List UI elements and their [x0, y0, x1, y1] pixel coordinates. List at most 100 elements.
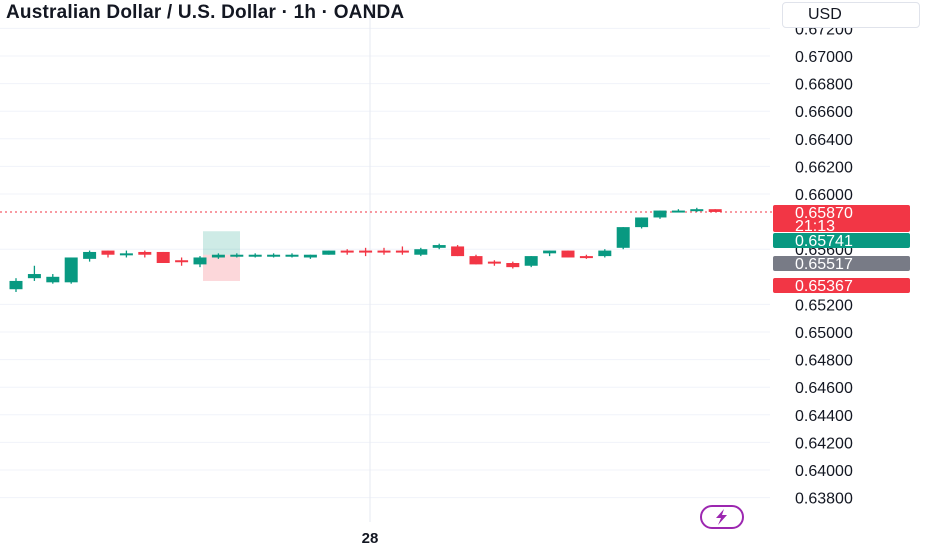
- candle: [285, 253, 299, 258]
- candle-body: [322, 250, 336, 255]
- candle-body: [27, 274, 41, 279]
- price-tick-label: 0.67000: [795, 49, 853, 66]
- price-label-countdown: 21:13: [795, 218, 835, 235]
- candle-body: [303, 254, 317, 258]
- candle-body: [138, 251, 152, 255]
- lightning-icon[interactable]: [699, 504, 745, 530]
- price-tick-label: 0.66000: [795, 187, 853, 204]
- chart-title: Australian Dollar / U.S. Dollar · 1h · O…: [6, 2, 405, 23]
- candle-body: [561, 250, 575, 258]
- candle: [64, 257, 78, 284]
- candle: [616, 227, 630, 250]
- candle: [230, 253, 244, 258]
- candle-body: [543, 250, 557, 254]
- candle-body: [359, 250, 373, 253]
- candle-body: [64, 257, 78, 283]
- candle: [175, 257, 189, 266]
- grid-lines: [0, 0, 770, 522]
- price-axis-background: [773, 0, 932, 550]
- candle: [635, 217, 649, 229]
- candle: [156, 251, 170, 263]
- candle: [653, 210, 667, 219]
- candle-body: [653, 210, 667, 218]
- candle: [414, 247, 428, 257]
- price-label-box: [773, 256, 910, 271]
- candle-body: [671, 210, 685, 213]
- candle-body: [193, 257, 207, 265]
- price-tick-label: 0.63800: [795, 491, 853, 508]
- candle-body: [616, 227, 630, 248]
- candle: [303, 254, 317, 259]
- candle-body: [156, 251, 170, 263]
- price-tick-label: 0.66200: [795, 159, 853, 176]
- price-label: 0.65517: [773, 256, 910, 273]
- candle-body: [487, 261, 501, 264]
- candle-body: [598, 250, 612, 257]
- position-loss-zone: [203, 254, 240, 281]
- candle: [469, 254, 483, 265]
- candle: [83, 250, 97, 262]
- price-label: 0.65741: [773, 233, 910, 250]
- candle-body: [9, 280, 23, 290]
- candle: [359, 247, 373, 257]
- candle-body: [708, 209, 722, 212]
- price-label-value: 0.65870: [795, 205, 853, 222]
- candle-body: [432, 245, 446, 248]
- candle: [27, 265, 41, 281]
- candle-body: [230, 254, 244, 257]
- candle: [671, 209, 685, 213]
- long-position-tool: [203, 231, 240, 281]
- candle-body: [175, 260, 189, 263]
- candle: [598, 249, 612, 258]
- currency-button[interactable]: USD: [782, 2, 920, 28]
- candle: [9, 278, 23, 292]
- price-tick-label: 0.64200: [795, 435, 853, 452]
- candle: [138, 250, 152, 258]
- candle-body: [524, 256, 538, 266]
- candle: [487, 260, 501, 266]
- candle: [46, 274, 60, 284]
- candle: [193, 256, 207, 268]
- candle-body: [690, 209, 704, 212]
- candle: [211, 253, 225, 259]
- price-label: 0.65367: [773, 278, 910, 295]
- position-profit-zone: [203, 231, 240, 255]
- candle: [708, 209, 722, 212]
- candle: [377, 247, 391, 255]
- candle-body: [46, 276, 60, 283]
- price-label-value: 0.65517: [795, 256, 853, 273]
- price-tick-label: 0.66600: [795, 104, 853, 121]
- candle-body: [211, 254, 225, 258]
- price-tick-label: 0.64800: [795, 353, 853, 370]
- candle: [506, 261, 520, 269]
- candle: [322, 250, 336, 255]
- candle: [248, 253, 262, 258]
- candle-body: [506, 263, 520, 268]
- candle-body: [414, 249, 428, 255]
- candle-body: [579, 256, 593, 259]
- candle-body: [248, 254, 262, 257]
- price-tick-label: 0.64000: [795, 463, 853, 480]
- candle-body: [119, 253, 133, 256]
- price-axis: 0.672000.670000.668000.666000.664000.662…: [773, 0, 932, 550]
- candle-body: [395, 250, 409, 253]
- price-label-value: 0.65741: [795, 233, 853, 250]
- candles: [9, 207, 722, 292]
- candle: [690, 207, 704, 212]
- price-tick-label: 0.65000: [795, 325, 853, 342]
- candle: [561, 250, 575, 258]
- price-label-value: 0.65367: [795, 278, 853, 295]
- candle: [119, 250, 133, 258]
- price-label-box: [773, 278, 910, 293]
- candle-body: [285, 254, 299, 257]
- candle-body: [101, 250, 115, 255]
- candle: [451, 245, 465, 257]
- candle-body: [83, 251, 97, 259]
- candle-body: [635, 217, 649, 228]
- candle-body: [377, 250, 391, 253]
- candle-body: [469, 256, 483, 265]
- candle-body: [451, 246, 465, 257]
